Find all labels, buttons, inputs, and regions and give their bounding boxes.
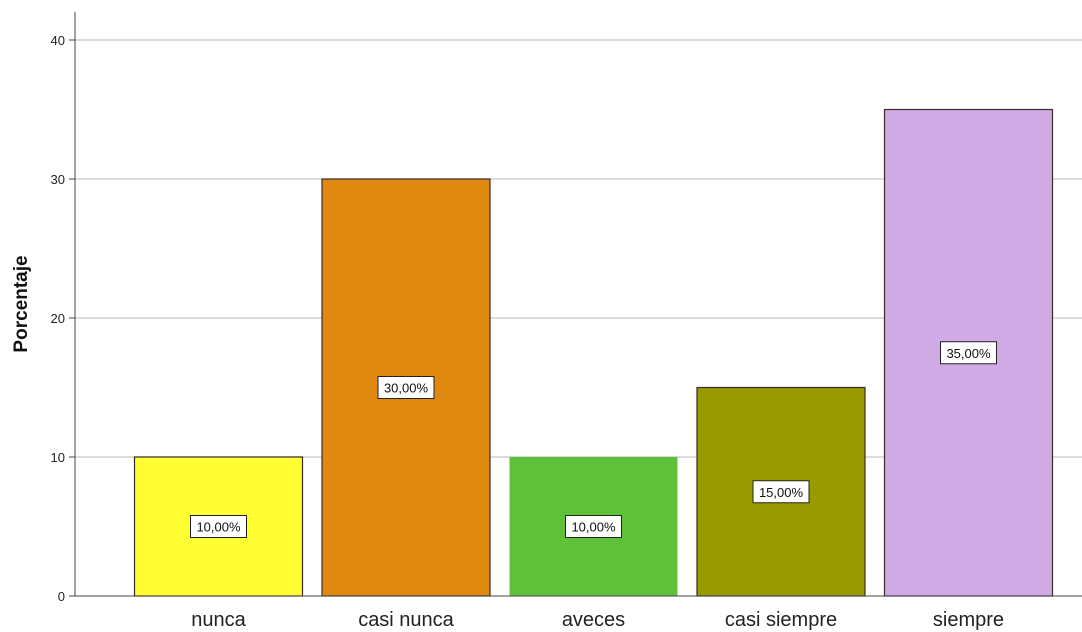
x-tick-label: casi siempre bbox=[725, 609, 837, 631]
data-labels: 10,00% 30,00% 10,00% 15,00% 35,00% bbox=[190, 341, 997, 538]
y-axis-ticks: 0 10 20 30 40 bbox=[51, 33, 75, 604]
data-label-box bbox=[190, 515, 247, 538]
data-label-box bbox=[940, 341, 997, 365]
y-tick-label: 0 bbox=[58, 589, 65, 604]
data-label: 15,00% bbox=[759, 485, 804, 500]
data-label-box bbox=[565, 515, 622, 538]
data-label: 10,00% bbox=[571, 520, 616, 535]
data-label: 30,00% bbox=[384, 381, 429, 396]
x-axis-ticks: nunca casi nunca aveces casi siempre siempre bbox=[191, 609, 1004, 631]
y-tick-label: 20 bbox=[51, 311, 65, 326]
y-axis-label: Porcentaje bbox=[11, 255, 32, 352]
x-tick-label: aveces bbox=[562, 609, 625, 631]
data-label: 10,00% bbox=[196, 520, 241, 535]
x-tick-label: nunca bbox=[191, 609, 246, 631]
x-tick-label: casi nunca bbox=[358, 609, 454, 631]
data-label-box bbox=[752, 480, 810, 504]
y-tick-label: 10 bbox=[51, 450, 65, 465]
x-tick-label: siempre bbox=[933, 609, 1004, 631]
data-label-box bbox=[377, 376, 435, 399]
bar-nunca bbox=[133, 456, 304, 597]
y-tick-label: 40 bbox=[51, 33, 65, 48]
y-tick-label: 30 bbox=[51, 172, 65, 187]
data-label: 35,00% bbox=[946, 346, 991, 361]
bar-casi-siempre bbox=[696, 386, 866, 597]
